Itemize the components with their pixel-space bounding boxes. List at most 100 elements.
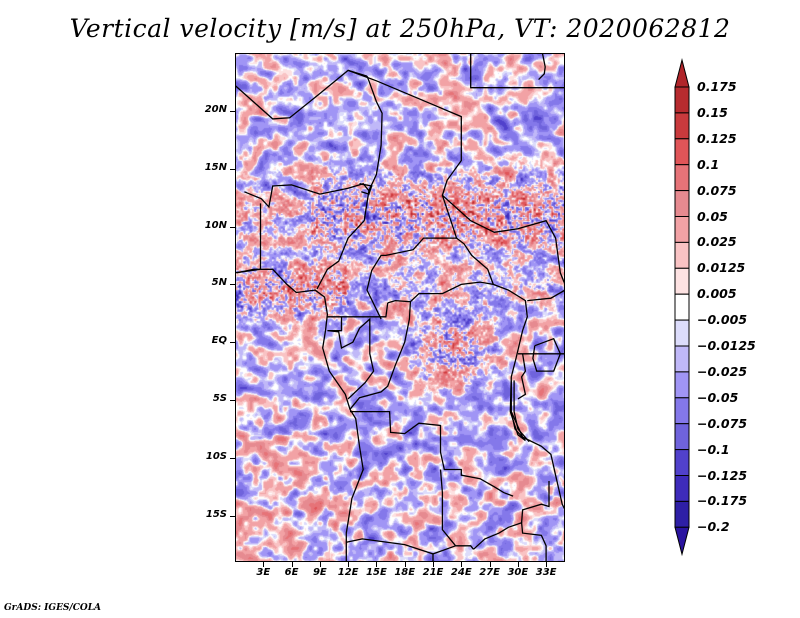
country-borders: [235, 53, 565, 562]
colorbar-label: 0.005: [697, 286, 737, 302]
lat-tick: [230, 400, 235, 402]
lon-tick: [348, 562, 350, 567]
lon-tick-label: 12E: [337, 567, 359, 578]
colorbar-label: −0.2: [697, 519, 730, 535]
border-line: [327, 316, 375, 400]
colorbar-segment: [674, 500, 690, 528]
lon-tick-label: 24E: [450, 567, 472, 578]
colorbar-segment: [674, 475, 690, 502]
colorbar-extend-min: [674, 526, 690, 557]
border-line: [473, 521, 547, 562]
border-line: [235, 203, 262, 274]
colorbar-segment: [674, 241, 690, 269]
lat-tick-label: EQ: [211, 335, 227, 347]
velocity-field-shading: [235, 53, 565, 562]
lat-tick: [230, 515, 235, 517]
lat-tick-label: 15N: [204, 161, 227, 173]
colorbar-segment: [674, 423, 690, 451]
border-line: [456, 237, 494, 285]
colorbar-label: 0.1: [697, 156, 720, 172]
lon-tick: [319, 562, 321, 567]
lat-tick-label: 10S: [205, 450, 227, 462]
colorbar-label: 0.0125: [697, 260, 746, 276]
lon-tick: [489, 562, 491, 567]
colorbar-segment: [674, 319, 690, 347]
border-line: [441, 194, 565, 285]
lon-tick-label: 27E: [479, 567, 500, 578]
lon-tick: [291, 562, 293, 567]
border-line: [409, 281, 528, 442]
colorbar-label: −0.175: [697, 493, 748, 509]
colorbar-label: −0.05: [697, 389, 739, 405]
colorbar-label: 0.15: [697, 104, 728, 120]
colorbar-label: 0.075: [697, 182, 737, 198]
colorbar-label: 0.05: [697, 208, 728, 224]
lon-tick-label: 3E: [256, 567, 271, 578]
colorbar-segment: [674, 397, 690, 425]
border-line: [532, 337, 562, 372]
colorbar-label: 0.125: [697, 130, 737, 146]
lon-tick-label: 18E: [394, 567, 416, 578]
border-line: [350, 410, 514, 497]
border-line: [510, 411, 565, 511]
colorbar-segment: [674, 86, 690, 114]
colorbar-label: 0.175: [697, 79, 737, 94]
border-line: [327, 302, 389, 318]
border-line: [520, 481, 550, 523]
colorbar-segment: [674, 216, 690, 243]
lon-tick-label: 6E: [284, 567, 299, 578]
lon-tick: [433, 562, 434, 567]
colorbar-extend-max: [674, 58, 690, 88]
colorbar-label: −0.1: [697, 441, 730, 457]
border-line: [316, 190, 370, 290]
border-line: [517, 353, 527, 400]
lat-tick: [230, 110, 235, 112]
lon-tick: [376, 562, 378, 567]
border-line: [538, 53, 546, 81]
lat-tick: [230, 342, 235, 344]
colorbar-label: −0.075: [697, 415, 748, 431]
colorbar-segment: [674, 190, 690, 218]
colorbar-label: 0.025: [697, 234, 737, 250]
lat-tick-label: 10N: [204, 219, 227, 231]
border-line: [349, 299, 412, 410]
border-line: [513, 380, 530, 443]
map-panel: [235, 53, 565, 562]
colorbar-label: −0.0125: [697, 338, 756, 353]
grads-credit: GrADS: IGES/COLA: [4, 603, 102, 613]
colorbar-segment: [674, 267, 690, 295]
colorbar-segment: [674, 449, 690, 477]
lon-tick: [517, 562, 519, 567]
border-line: [510, 380, 526, 441]
lat-tick: [230, 226, 235, 228]
border-line: [236, 268, 364, 562]
lat-tick-label: 15S: [205, 508, 227, 520]
border-line: [244, 75, 383, 209]
border-line: [235, 69, 368, 120]
border-line: [346, 538, 456, 555]
lon-tick: [263, 562, 265, 567]
border-line: [470, 53, 565, 89]
border-line: [439, 469, 475, 550]
chart-title: Vertical velocity [m/s] at 250hPa, VT: 2…: [69, 14, 731, 43]
colorbar-label: −0.005: [697, 312, 748, 328]
colorbar-segment: [674, 345, 690, 373]
border-line: [347, 69, 462, 320]
lat-tick: [230, 284, 235, 286]
lon-tick-label: 21E: [422, 567, 444, 578]
colorbar-segment: [674, 164, 690, 192]
lat-tick-label: 5N: [211, 277, 227, 289]
lat-tick: [230, 457, 235, 459]
colorbar-segment: [674, 138, 690, 166]
lat-tick-label: 5S: [212, 393, 227, 405]
lon-tick-label: 33E: [535, 567, 557, 578]
colorbar-label: −0.125: [697, 467, 748, 483]
lon-tick-label: 9E: [312, 567, 327, 578]
lon-tick-label: 30E: [507, 567, 529, 578]
lon-tick: [546, 562, 548, 567]
border-line: [527, 289, 565, 302]
border-line: [359, 183, 373, 195]
lon-tick: [404, 562, 406, 567]
colorbar-segment: [674, 293, 690, 321]
lat-tick-label: 20N: [204, 103, 227, 115]
